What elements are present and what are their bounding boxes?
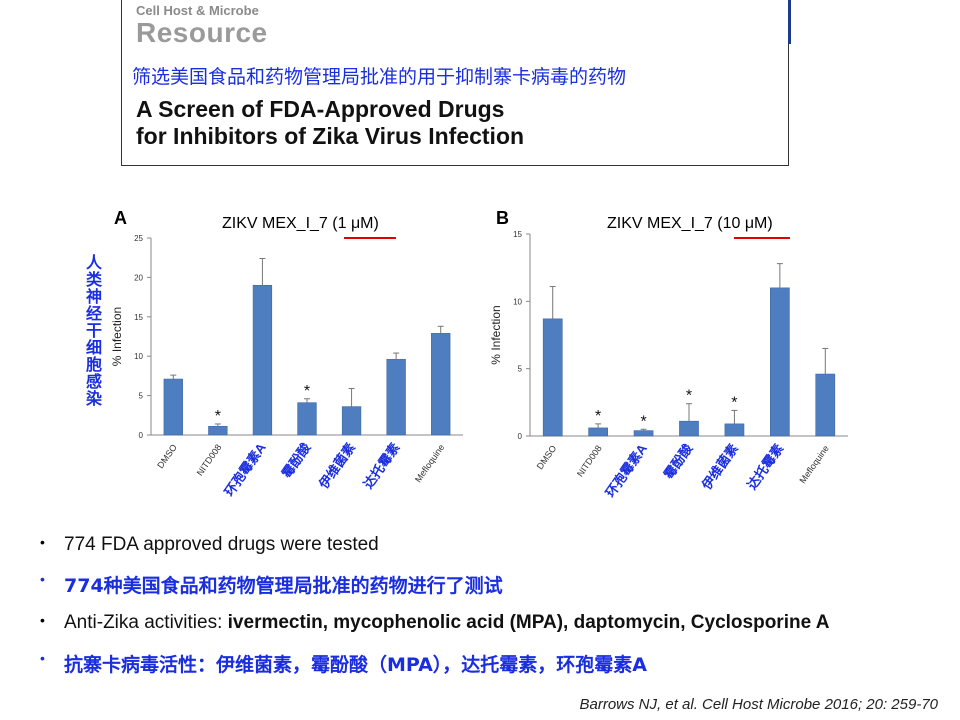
category-label: NITD008 xyxy=(575,443,604,478)
significance-star: * xyxy=(595,408,601,425)
title-english-line2: for Inhibitors of Zika Virus Infection xyxy=(136,123,525,149)
y-tick-label: 5 xyxy=(518,365,523,374)
category-label: 环孢霉素A xyxy=(221,440,269,499)
bar xyxy=(431,333,451,436)
bar xyxy=(163,378,183,436)
y-tick-label: 10 xyxy=(134,352,143,361)
category-label: DMSO xyxy=(155,442,179,470)
y-tick-label: 10 xyxy=(513,297,522,306)
title-english: A Screen of FDA-Approved Drugs for Inhib… xyxy=(136,96,524,150)
section-label: Resource xyxy=(136,17,268,48)
significance-star: * xyxy=(640,413,646,430)
category-label: 达托霉素 xyxy=(360,440,402,491)
bullet-dot: • xyxy=(40,650,45,666)
bullet-prefix: Anti-Zika activities: xyxy=(64,612,228,633)
category-label: 环孢霉素A xyxy=(603,441,651,500)
y-tick-label: 5 xyxy=(139,392,144,401)
y-axis-label: % Infection xyxy=(110,307,124,366)
edge-accent xyxy=(788,0,791,44)
dose-underline-a xyxy=(344,237,396,239)
y-tick-label: 0 xyxy=(139,431,144,440)
bullet-dot: • xyxy=(40,612,45,628)
bar xyxy=(542,318,563,437)
bullet-text: 774 FDA approved drugs were tested xyxy=(64,534,379,555)
bullet-text: 抗寨卡病毒活性：伊维菌素，霉酚酸（MPA），达托霉素，环孢霉素A xyxy=(64,654,647,676)
chart-title-b: ZIKV MEX_I_7 (10 μM) xyxy=(607,215,773,232)
significance-star: * xyxy=(731,394,737,411)
citation: Barrows NJ, et al. Cell Host Microbe 201… xyxy=(579,696,939,713)
panel-label-a: A xyxy=(114,208,127,228)
bar xyxy=(679,420,699,437)
significance-star: * xyxy=(304,383,310,400)
panel-label-b: B xyxy=(496,208,509,228)
bullet-text: Anti-Zika activities: ivermectin, mycoph… xyxy=(64,612,829,634)
category-label: DMSO xyxy=(535,443,559,471)
category-label: 伊维菌素 xyxy=(698,441,741,493)
category-label: Mefloquine xyxy=(797,443,830,485)
significance-star: * xyxy=(686,388,692,405)
significance-star: * xyxy=(215,408,221,425)
y-tick-label: 15 xyxy=(513,230,522,239)
bar xyxy=(208,426,228,436)
bullet-dot: • xyxy=(40,571,45,587)
bar xyxy=(252,284,273,436)
bullet-text: 774种美国食品和药物管理局批准的药物进行了测试 xyxy=(64,575,503,597)
bar xyxy=(297,402,317,436)
side-label-chinese: 人类神经干细胞感染 xyxy=(85,253,102,408)
journal-name: Cell Host & Microbe xyxy=(136,3,259,18)
bar xyxy=(770,287,790,437)
y-tick-label: 20 xyxy=(134,273,143,282)
category-label: Mefloquine xyxy=(413,442,446,484)
title-chinese: 筛选美国食品和药物管理局批准的用于抑制寨卡病毒的药物 xyxy=(132,66,627,88)
y-tick-label: 25 xyxy=(134,234,143,243)
bar xyxy=(341,406,362,436)
y-axis-label: % Infection xyxy=(490,305,503,364)
y-tick-label: 15 xyxy=(134,313,143,322)
title-english-line1: A Screen of FDA-Approved Drugs xyxy=(136,96,505,122)
bar xyxy=(588,427,608,437)
category-label: NITD008 xyxy=(195,442,224,477)
category-label: 伊维菌素 xyxy=(315,440,358,492)
chart-title-a: ZIKV MEX_I_7 (1 μM) xyxy=(222,215,379,232)
bar xyxy=(633,430,654,437)
category-label: 霉酚酸 xyxy=(661,440,696,481)
bullet-drug-list: ivermectin, mycophenolic acid (MPA), dap… xyxy=(227,612,830,633)
y-tick-label: 0 xyxy=(518,432,523,441)
bar xyxy=(386,359,406,436)
dose-underline-b xyxy=(734,237,790,239)
category-label: 霉酚酸 xyxy=(279,439,314,480)
bar xyxy=(815,373,836,437)
bullet-dot: • xyxy=(40,534,45,550)
bar xyxy=(724,423,745,437)
paper-header: Cell Host & Microbe Resource 筛选美国食品和药物管理… xyxy=(121,0,789,166)
category-label: 达托霉素 xyxy=(744,441,786,492)
